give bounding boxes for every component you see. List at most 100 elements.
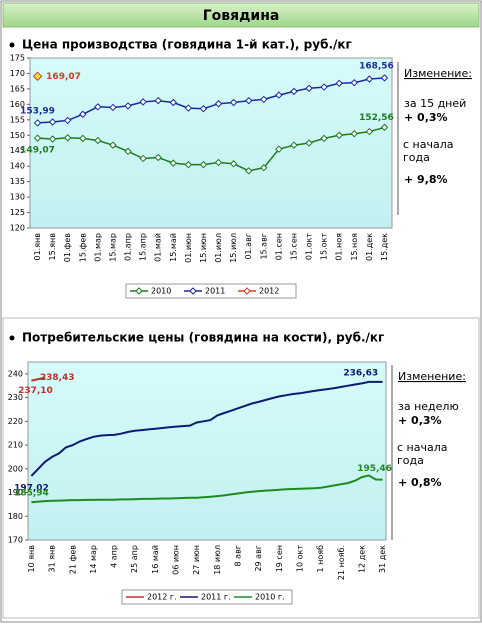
marker	[64, 116, 72, 125]
y-tick-label: 150	[10, 131, 25, 140]
x-tick-label: 01.авг	[244, 233, 253, 260]
marker	[169, 98, 177, 107]
y-tick-label: 200	[8, 464, 23, 473]
marker	[229, 98, 238, 107]
y-tick-label: 125	[10, 208, 25, 217]
data-label: 238,43	[40, 373, 75, 383]
marker	[33, 134, 42, 142]
x-tick-label: 31 дек	[378, 545, 387, 573]
y-tick-label: 170	[8, 536, 23, 545]
y-tick-label: 145	[10, 146, 25, 155]
note: за 15 дней	[404, 97, 466, 110]
note-value: + 0,8%	[398, 476, 442, 489]
data-label: 149,07	[20, 146, 55, 156]
x-tick-label: 01.янв	[33, 233, 42, 261]
marker	[290, 141, 298, 149]
y-tick-label: 230	[8, 393, 23, 402]
x-tick-label: 01.май	[154, 233, 163, 262]
series-line	[30, 380, 383, 477]
legend-box	[121, 589, 293, 605]
y-tick-label: 120	[10, 224, 25, 233]
marker	[199, 160, 208, 169]
data-label: 237,10	[18, 386, 53, 396]
note-title: Изменение:	[404, 67, 472, 80]
legend-marker	[135, 287, 143, 295]
y-tick-label: 220	[8, 417, 23, 426]
x-tick-label: 15.апр	[139, 233, 148, 261]
marker	[184, 160, 193, 169]
x-tick-label: 12 дек	[357, 545, 366, 573]
marker	[305, 84, 313, 92]
marker	[48, 118, 57, 126]
marker	[350, 130, 358, 138]
note-wrap: с начала года	[397, 441, 448, 467]
data-label: 195,46	[357, 464, 392, 474]
x-tick-label: 15.мар	[108, 233, 117, 262]
x-tick-label: 21 фев	[68, 545, 77, 574]
bullet	[9, 335, 15, 341]
x-tick-label: 27 июн	[192, 545, 201, 575]
legend-label: 2011 г.	[201, 593, 231, 602]
x-tick-label: 01.ноя	[335, 233, 344, 261]
x-tick-label: 16 май	[151, 545, 160, 574]
data-label: 168,56	[359, 61, 394, 71]
x-tick-label: 15.дек	[380, 233, 389, 261]
marker	[320, 134, 328, 143]
marker	[199, 104, 208, 113]
marker	[380, 74, 389, 82]
note: с начала года	[403, 138, 454, 164]
note-value: + 9,8%	[404, 173, 448, 186]
y-tick-label: 165	[10, 84, 25, 93]
marker	[169, 159, 177, 167]
marker	[290, 87, 298, 96]
y-tick-label: 130	[10, 193, 25, 202]
marker	[124, 147, 132, 156]
data-label: 197,02	[14, 483, 49, 493]
x-tick-label: 15.фев	[78, 233, 87, 262]
note-title: Изменение:	[398, 370, 466, 383]
page-title: Говядина	[203, 8, 280, 24]
x-tick-label: 15.июл	[229, 233, 238, 263]
x-tick-label: 15.июн	[199, 233, 208, 263]
series-line	[31, 474, 383, 504]
x-tick-label: 18 июл	[213, 545, 222, 575]
marker	[260, 95, 268, 104]
x-tick-label: 01.фев	[63, 233, 72, 262]
x-tick-label: 01.апр	[124, 233, 133, 261]
marker	[79, 134, 87, 143]
marker	[94, 136, 102, 145]
note-value: + 0,3%	[398, 414, 442, 427]
marker	[260, 164, 268, 172]
marker	[245, 96, 253, 105]
legend-label: 2012 г.	[147, 593, 177, 602]
marker	[154, 153, 162, 162]
data-label: 152,56	[359, 113, 394, 123]
x-tick-label: 4 апр	[110, 545, 119, 568]
y-tick-label: 135	[10, 177, 25, 186]
x-tick-label: 25 апр	[130, 545, 139, 573]
x-tick-label: 01.дек	[365, 233, 374, 261]
legend-label: 2011	[205, 287, 225, 296]
y-tick-label: 210	[8, 441, 23, 450]
x-tick-label: 15.май	[169, 233, 178, 262]
x-tick-label: 8 авг	[233, 545, 242, 566]
marker	[275, 91, 283, 99]
note-wrap: с начала года	[403, 138, 454, 164]
y-tick-label: 190	[8, 488, 23, 497]
data-label: 185,94	[14, 489, 49, 499]
plot-area	[27, 361, 387, 541]
bullet	[9, 42, 15, 48]
y-tick-label: 160	[10, 100, 25, 109]
x-tick-label: 15.сен	[289, 233, 298, 260]
marker	[380, 123, 389, 132]
header-bar	[2, 2, 480, 28]
marker	[245, 167, 253, 175]
data-label: 236,63	[343, 368, 378, 378]
x-tick-label: 21 нояб.	[337, 545, 346, 580]
chart-title: Цена производства (говядина 1-й кат.), р…	[22, 38, 352, 52]
marker	[229, 160, 238, 168]
y-tick-label: 175	[10, 54, 25, 63]
marker	[33, 119, 42, 127]
marker	[214, 100, 223, 108]
x-tick-label: 14 мар	[89, 545, 98, 574]
